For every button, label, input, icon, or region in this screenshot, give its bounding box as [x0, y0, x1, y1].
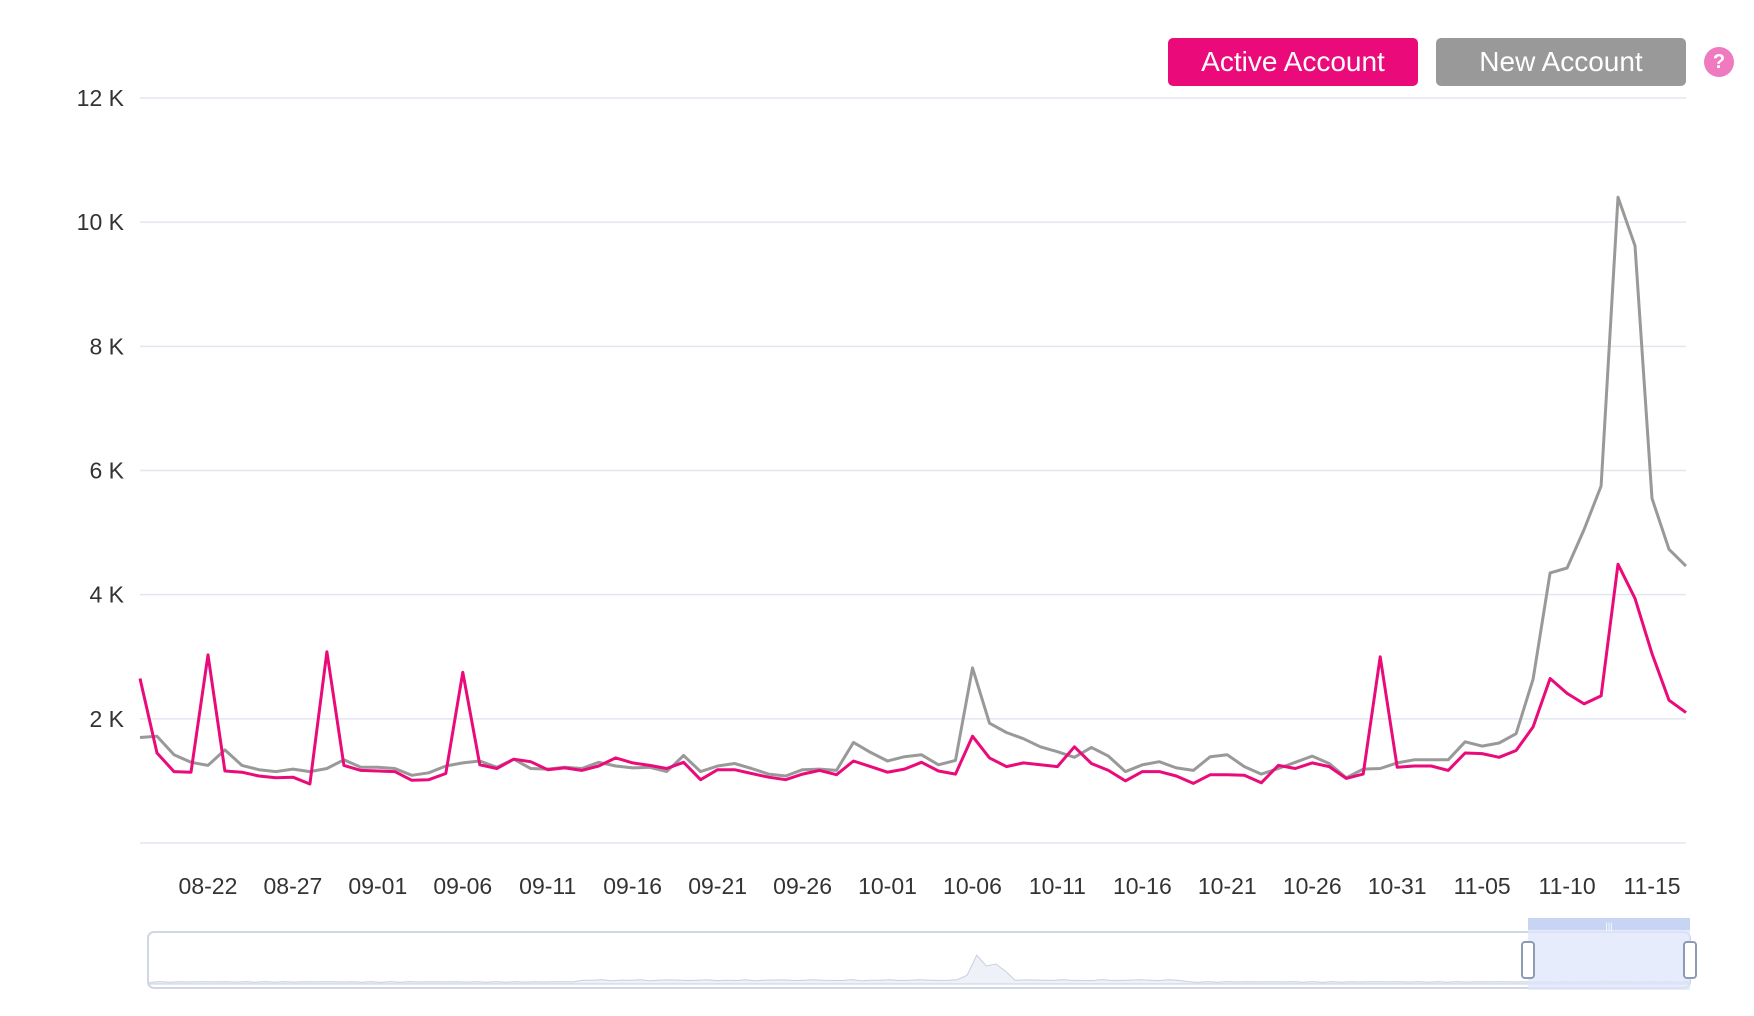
minimap-handle-right[interactable]	[1683, 941, 1697, 979]
x-tick-label: 09-11	[519, 873, 576, 899]
minimap-preview	[149, 954, 1689, 985]
y-tick-label: 6 K	[89, 458, 124, 484]
series-line-active-account	[138, 562, 1687, 786]
y-tick-label: 2 K	[89, 706, 124, 732]
grid-lines	[140, 97, 1686, 844]
minimap-grip: |||	[1605, 921, 1612, 931]
x-tick-label: 09-26	[773, 873, 832, 899]
minimap-drag-bar[interactable]	[1528, 918, 1690, 930]
data-zoom-slider[interactable]: |||	[147, 918, 1697, 990]
series-lines	[138, 195, 1688, 786]
x-tick-label: 10-11	[1029, 873, 1086, 899]
help-icon[interactable]: ?	[1704, 47, 1734, 77]
x-tick-label: 09-01	[348, 873, 407, 899]
x-tick-label: 10-26	[1283, 873, 1342, 899]
x-tick-label: 08-27	[263, 873, 322, 899]
x-tick-label: 09-21	[688, 873, 747, 899]
x-tick-label: 10-01	[858, 873, 917, 899]
x-tick-label: 08-22	[179, 873, 238, 899]
x-tick-label: 10-21	[1198, 873, 1257, 899]
y-axis-labels: 2 K 4 K 6 K 8 K 10 K 12 K	[77, 85, 125, 732]
series-line-new-account	[139, 195, 1688, 780]
x-tick-label: 09-16	[603, 873, 662, 899]
x-tick-label: 11-05	[1454, 873, 1511, 899]
x-tick-label: 10-16	[1113, 873, 1172, 899]
x-tick-label: 09-06	[433, 873, 492, 899]
y-tick-label: 8 K	[89, 333, 124, 359]
y-tick-label: 4 K	[89, 582, 124, 608]
legend-new-account[interactable]: New Account	[1436, 38, 1686, 86]
x-tick-label: 10-06	[943, 873, 1002, 899]
minimap-handle-left[interactable]	[1521, 941, 1535, 979]
x-tick-label: 11-10	[1539, 873, 1596, 899]
y-tick-label: 12 K	[77, 85, 125, 111]
x-tick-label: 11-15	[1623, 873, 1680, 899]
legend-active-account[interactable]: Active Account	[1168, 38, 1418, 86]
y-tick-label: 10 K	[77, 209, 125, 235]
chart-legend: Active Account New Account ?	[1168, 38, 1734, 86]
x-tick-label: 10-31	[1368, 873, 1427, 899]
x-axis-labels: 08-22 08-27 09-01 09-06 09-11 09-16 09-21 09-26…	[179, 873, 1681, 899]
